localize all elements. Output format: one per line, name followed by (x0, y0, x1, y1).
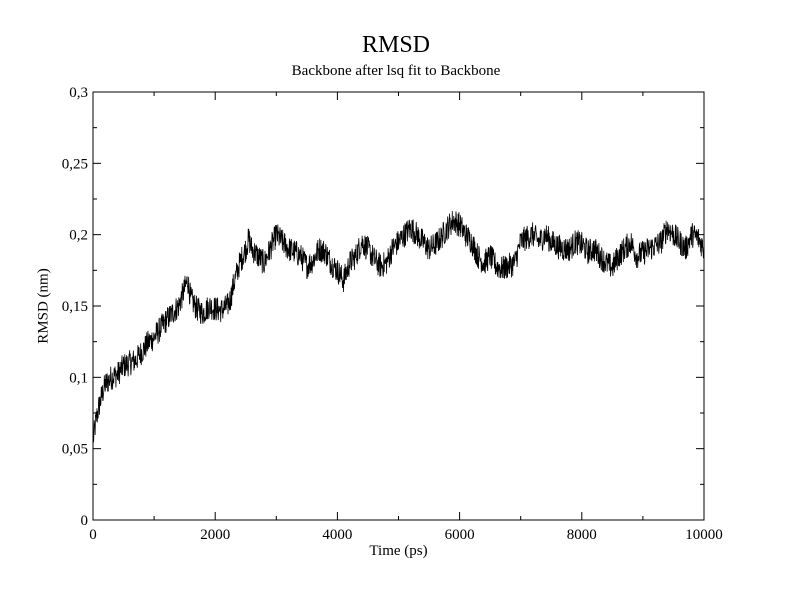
plot-frame (92, 91, 705, 521)
y-tick-label: 0,1 (69, 370, 88, 386)
x-axis-label: Time (ps) (369, 543, 428, 559)
x-tick-label: 4000 (322, 527, 352, 543)
y-tick-label: 0,05 (62, 442, 88, 458)
chart-title: RMSD (361, 32, 431, 58)
y-tick-label: 0,3 (69, 85, 88, 101)
axis-ticks (92, 91, 705, 521)
x-tick-label: 2000 (200, 527, 230, 543)
x-tick-label: 10000 (685, 527, 723, 543)
axis-tick-labels: 0 2000 4000 6000 8000 10000 0 0,05 0,1 0,15 0,2 0,2… (62, 85, 723, 543)
data-series (92, 211, 705, 443)
y-tick-label: 0,15 (62, 299, 88, 315)
chart-subtitle: Backbone after lsq fit to Backbone (291, 63, 501, 79)
rmsd-line (92, 211, 705, 443)
x-tick-label: 8000 (567, 527, 597, 543)
y-tick-label: 0,25 (62, 156, 88, 172)
y-tick-label: 0 (81, 513, 89, 529)
x-tick-label: 6000 (445, 527, 475, 543)
y-tick-label: 0,2 (69, 228, 88, 244)
x-tick-label: 0 (89, 527, 97, 543)
